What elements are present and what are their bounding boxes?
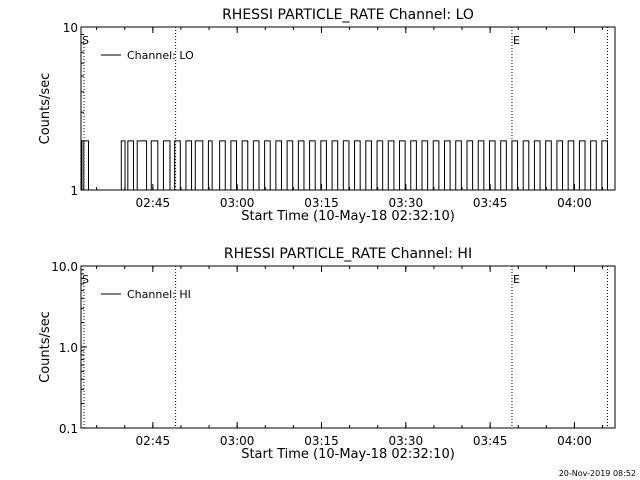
- x-tick-label: 03:15: [304, 196, 339, 210]
- y-tick-label: 0.1: [59, 422, 78, 436]
- time-marker-label: S: [82, 273, 89, 286]
- x-tick-label: 03:45: [473, 434, 508, 448]
- x-tick-label: 03:30: [389, 196, 424, 210]
- time-marker-label: E: [513, 273, 520, 286]
- x-tick-label: 03:30: [389, 434, 424, 448]
- x-axis-label: Start Time (10-May-18 02:32:10): [241, 209, 455, 224]
- x-tick-label: 02:45: [136, 196, 171, 210]
- plot-frame: [80, 26, 616, 191]
- y-tick-label: 1.0: [59, 341, 78, 355]
- x-axis-label: Start Time (10-May-18 02:32:10): [241, 447, 455, 462]
- legend-label: Channel: LO: [127, 49, 194, 62]
- lo-channel-panel: RHESSI PARTICLE_RATE Channel: LO 1 10 02:45…: [38, 7, 616, 224]
- footer-timestamp: 20-Nov-2019 08:52: [559, 469, 636, 478]
- x-tick-label: 04:00: [557, 434, 592, 448]
- y-tick-label: 10: [63, 21, 78, 35]
- x-tick-label: 04:00: [557, 196, 592, 210]
- hi-channel-panel: RHESSI PARTICLE_RATE Channel: HI 0.1 1.0 10…: [38, 246, 616, 462]
- y-tick-label: 1: [70, 184, 78, 198]
- time-marker-label: E: [513, 34, 520, 47]
- series-line-0: [81, 140, 609, 191]
- legend-label: Channel: HI: [127, 288, 191, 301]
- y-axis-label: Counts/sec: [38, 73, 53, 145]
- time-marker-label: S: [82, 34, 89, 47]
- x-tick-label: 03:45: [473, 196, 508, 210]
- x-tick-label: 02:45: [136, 434, 171, 448]
- y-tick-label: 10.0: [51, 260, 78, 274]
- x-tick-label: 03:00: [220, 196, 255, 210]
- x-tick-label: 03:15: [304, 434, 339, 448]
- chart-title: RHESSI PARTICLE_RATE Channel: HI: [224, 246, 472, 262]
- chart-title: RHESSI PARTICLE_RATE Channel: LO: [222, 7, 474, 23]
- y-axis-label: Counts/sec: [38, 311, 53, 383]
- x-tick-label: 03:00: [220, 434, 255, 448]
